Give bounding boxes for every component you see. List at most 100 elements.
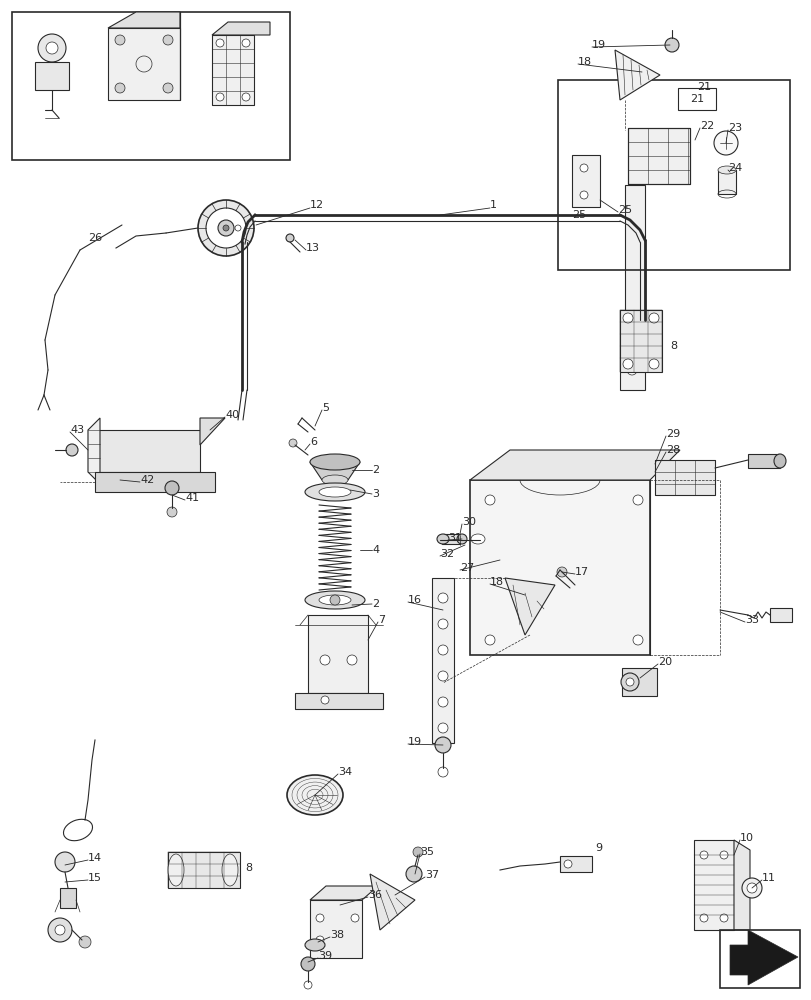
Text: 26: 26 bbox=[88, 233, 102, 243]
Circle shape bbox=[163, 83, 173, 93]
Text: 3: 3 bbox=[371, 489, 379, 499]
Circle shape bbox=[622, 313, 633, 323]
Circle shape bbox=[216, 39, 224, 47]
Bar bbox=[310, 900, 362, 958]
Circle shape bbox=[699, 851, 707, 859]
Text: 16: 16 bbox=[407, 595, 422, 605]
Ellipse shape bbox=[168, 854, 184, 886]
Circle shape bbox=[66, 444, 78, 456]
Ellipse shape bbox=[319, 487, 350, 497]
Text: 1: 1 bbox=[489, 200, 496, 210]
Text: 10: 10 bbox=[739, 833, 753, 843]
Circle shape bbox=[648, 359, 659, 369]
Circle shape bbox=[437, 697, 448, 707]
Circle shape bbox=[329, 595, 340, 605]
Text: 35: 35 bbox=[419, 847, 433, 857]
Bar bbox=[654, 460, 714, 495]
Circle shape bbox=[620, 673, 638, 691]
Circle shape bbox=[242, 93, 250, 101]
Circle shape bbox=[223, 225, 229, 231]
Text: 12: 12 bbox=[310, 200, 324, 210]
Circle shape bbox=[79, 936, 91, 948]
Circle shape bbox=[55, 925, 65, 935]
Ellipse shape bbox=[773, 454, 785, 468]
Text: 2: 2 bbox=[371, 599, 379, 609]
Circle shape bbox=[301, 957, 315, 971]
Circle shape bbox=[413, 847, 423, 857]
Polygon shape bbox=[620, 185, 644, 390]
Bar bbox=[620, 310, 661, 372]
Circle shape bbox=[713, 131, 737, 155]
Ellipse shape bbox=[319, 595, 350, 605]
Circle shape bbox=[437, 671, 448, 681]
Bar bbox=[431, 578, 453, 743]
Circle shape bbox=[346, 655, 357, 665]
Ellipse shape bbox=[305, 939, 324, 951]
Text: 21: 21 bbox=[689, 94, 703, 104]
Circle shape bbox=[633, 635, 642, 645]
Bar bbox=[719, 930, 799, 988]
Polygon shape bbox=[200, 418, 225, 445]
Circle shape bbox=[285, 234, 294, 242]
Text: 28: 28 bbox=[665, 445, 680, 455]
Ellipse shape bbox=[286, 775, 342, 815]
Circle shape bbox=[315, 914, 324, 922]
Text: 13: 13 bbox=[306, 243, 320, 253]
Circle shape bbox=[648, 313, 659, 323]
Text: 6: 6 bbox=[310, 437, 316, 447]
Circle shape bbox=[437, 619, 448, 629]
Circle shape bbox=[315, 936, 324, 944]
Text: 36: 36 bbox=[367, 890, 381, 900]
Text: 21: 21 bbox=[696, 82, 710, 92]
Text: 17: 17 bbox=[574, 567, 589, 577]
Text: 19: 19 bbox=[407, 737, 422, 747]
Bar bbox=[621, 668, 656, 696]
Bar bbox=[627, 128, 689, 184]
Bar bbox=[693, 840, 733, 930]
Polygon shape bbox=[470, 450, 679, 480]
Text: 24: 24 bbox=[727, 163, 741, 173]
Bar bbox=[12, 12, 290, 160]
Polygon shape bbox=[310, 886, 378, 900]
Bar bbox=[60, 888, 76, 908]
Polygon shape bbox=[733, 840, 749, 930]
Polygon shape bbox=[108, 12, 180, 28]
Text: 41: 41 bbox=[185, 493, 199, 503]
Bar bbox=[769, 608, 791, 622]
Text: 33: 33 bbox=[744, 615, 758, 625]
Bar bbox=[627, 128, 689, 184]
Circle shape bbox=[350, 914, 358, 922]
Circle shape bbox=[579, 164, 587, 172]
Circle shape bbox=[484, 495, 495, 505]
Circle shape bbox=[741, 878, 761, 898]
Circle shape bbox=[719, 914, 727, 922]
Ellipse shape bbox=[717, 166, 735, 174]
Bar bbox=[571, 155, 599, 207]
Text: 9: 9 bbox=[594, 843, 602, 853]
Text: 27: 27 bbox=[460, 563, 474, 573]
Circle shape bbox=[484, 635, 495, 645]
Circle shape bbox=[435, 737, 450, 753]
Circle shape bbox=[556, 567, 566, 577]
Ellipse shape bbox=[436, 534, 448, 544]
Text: 38: 38 bbox=[329, 930, 344, 940]
Bar bbox=[747, 454, 779, 468]
Circle shape bbox=[206, 208, 246, 248]
Bar bbox=[108, 28, 180, 100]
Circle shape bbox=[437, 723, 448, 733]
Circle shape bbox=[167, 507, 177, 517]
Bar bbox=[168, 852, 240, 888]
Circle shape bbox=[719, 851, 727, 859]
Circle shape bbox=[406, 866, 422, 882]
Text: 34: 34 bbox=[337, 767, 352, 777]
Polygon shape bbox=[310, 462, 359, 480]
Text: 18: 18 bbox=[577, 57, 591, 67]
Circle shape bbox=[289, 439, 297, 447]
Bar bbox=[294, 693, 383, 709]
Text: 11: 11 bbox=[761, 873, 775, 883]
Circle shape bbox=[437, 593, 448, 603]
Text: 39: 39 bbox=[318, 951, 332, 961]
Circle shape bbox=[55, 852, 75, 872]
Text: 25: 25 bbox=[571, 210, 586, 220]
Text: 30: 30 bbox=[461, 517, 475, 527]
